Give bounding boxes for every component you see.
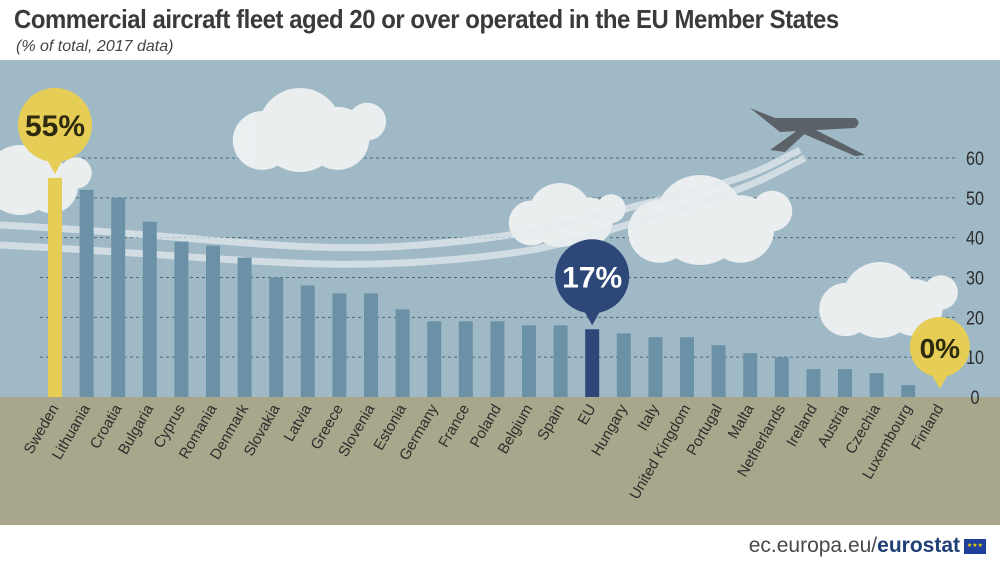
cloud-puff [348, 102, 387, 141]
cloud-puff [0, 167, 13, 211]
bar-austria [838, 369, 852, 397]
contrail [0, 154, 807, 268]
bar-germany [427, 321, 442, 397]
bar-denmark [237, 257, 252, 397]
bar-romania [206, 245, 220, 397]
callout-label: 0% [920, 333, 961, 364]
cloud-puff [232, 111, 292, 170]
airplane-icon [750, 108, 865, 156]
chart-title: Commercial aircraft fleet aged 20 or ove… [14, 4, 839, 34]
eu-flag-icon: ★★★ [964, 539, 986, 554]
bar-sweden [48, 177, 62, 397]
bar-portugal [711, 345, 726, 397]
bar-greece [332, 293, 347, 397]
bar-latvia [300, 285, 315, 397]
cloud-puff [508, 200, 554, 246]
callout-finland: 0% [909, 317, 970, 389]
cloud-puff [923, 275, 958, 310]
bar-united-kingdom [680, 337, 694, 397]
bar-estonia [395, 309, 410, 397]
y-tick-label: 40 [966, 227, 984, 249]
ground-background [0, 397, 1000, 525]
bar-eu [585, 329, 600, 397]
bar-hungary [616, 333, 631, 397]
cloud [819, 262, 958, 338]
airplane-body [750, 108, 859, 132]
chart-subtitle: (% of total, 2017 data) [16, 38, 174, 55]
callout-label: 17% [562, 261, 622, 294]
cloud [232, 88, 387, 172]
cloud-puff [751, 190, 793, 232]
bar-slovakia [269, 277, 284, 397]
callout-sweden: 55% [18, 87, 92, 174]
y-tick-label: 20 [966, 307, 984, 329]
bar-netherlands [774, 357, 789, 397]
y-tick-label: 10 [966, 347, 984, 369]
bar-luxembourg [901, 385, 916, 397]
airplane-wing [770, 125, 812, 152]
bar-ireland [806, 369, 821, 397]
bar-croatia [111, 197, 126, 397]
y-tick-label: 60 [966, 148, 984, 170]
callout-eu: 17% [555, 239, 630, 326]
callout-pointer [583, 309, 602, 326]
cloud-puff [628, 199, 691, 263]
bar-lithuania [79, 189, 94, 397]
bar-france [458, 321, 473, 397]
callout-pointer [46, 157, 64, 174]
callout-pointer [930, 373, 949, 389]
bar-bulgaria [142, 221, 157, 397]
y-tick-label: 0 [971, 387, 980, 409]
bar-italy [648, 337, 663, 397]
cloud-puff [60, 157, 92, 189]
bar-cyprus [174, 241, 189, 397]
contrail [0, 146, 802, 252]
callout-label: 55% [25, 110, 85, 143]
bar-malta [743, 353, 758, 397]
bar-czechia [869, 373, 884, 397]
bar-slovenia [364, 293, 378, 397]
y-tick-label: 50 [966, 188, 984, 210]
bar-belgium [522, 325, 536, 397]
footer-source[interactable]: ec.europa.eu/eurostat [749, 534, 960, 558]
callout-bubble [18, 87, 92, 162]
y-tick-label: 30 [966, 267, 984, 289]
cloud-puff [819, 282, 873, 337]
callout-bubble [555, 239, 630, 314]
footer-brand: eurostat [877, 534, 960, 557]
footer-site: ec.europa.eu/ [748, 534, 878, 557]
airplane-wing [790, 122, 865, 156]
callout-bubble [909, 317, 970, 377]
bar-poland [490, 321, 505, 397]
bar-spain [553, 325, 568, 397]
